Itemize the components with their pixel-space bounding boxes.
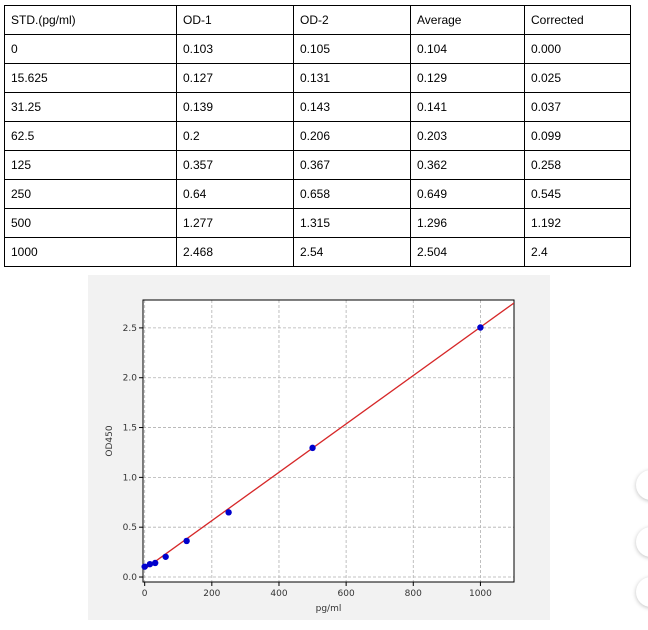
table-cell: 1.315 [293, 208, 411, 238]
y-tick-label: 2.5 [123, 324, 137, 334]
table-cell: 0.127 [176, 63, 294, 93]
table-header-cell: OD-1 [176, 5, 294, 35]
table-cell: 31.25 [4, 92, 177, 122]
table-cell: 1.277 [176, 208, 294, 238]
table-cell: 0.143 [293, 92, 411, 122]
fit-line [144, 302, 514, 570]
table-cell: 0.203 [410, 121, 525, 151]
data-point [162, 553, 169, 560]
table-cell: 0.206 [293, 121, 411, 151]
table-row: 500 1.277 1.315 1.296 1.192 [4, 208, 631, 238]
table-cell: 0.357 [176, 150, 294, 180]
x-axis-label: pg/ml [316, 604, 342, 614]
table-cell: 2.468 [176, 237, 294, 267]
table-row: 31.25 0.139 0.143 0.141 0.037 [4, 92, 631, 122]
table-cell: 250 [4, 179, 177, 209]
table-cell: 0.141 [410, 92, 525, 122]
data-point [309, 444, 316, 452]
table-cell: 0.2 [176, 121, 294, 151]
x-tick-label: 1000 [469, 589, 492, 599]
table-row: 1000 2.468 2.54 2.504 2.4 [4, 237, 631, 267]
table-cell: 0.103 [176, 34, 294, 64]
data-point [151, 559, 159, 567]
table-cell: 1000 [4, 237, 177, 267]
table-header-cell: Average [410, 5, 525, 35]
x-tick-label: 400 [270, 589, 287, 599]
standard-curve-chart: 0 200 400 600 800 1000 0.0 0.5 1.0 1.5 2.0 2.5 pg/ml… [88, 275, 550, 620]
plot-frame [142, 299, 515, 583]
table-cell: 0.104 [410, 34, 525, 64]
table-cell: 0.64 [176, 179, 294, 209]
y-tick-label: 2.0 [123, 374, 138, 384]
data-point [477, 324, 484, 331]
y-axis-label: OD450 [105, 425, 115, 456]
side-circle-button-3[interactable] [636, 577, 648, 607]
table-cell: 1.192 [524, 208, 631, 238]
table-row: 0 0.103 0.105 0.104 0.000 [4, 34, 631, 64]
y-tick-label: 1.5 [123, 424, 137, 434]
table-cell: 15.625 [4, 63, 177, 93]
x-tick-label: 200 [203, 589, 220, 599]
table-cell: 0.000 [524, 34, 631, 64]
data-point [146, 560, 154, 568]
table-cell: 0.129 [410, 63, 525, 93]
table-cell: 125 [4, 150, 177, 180]
y-tick-label: 1.0 [123, 473, 138, 483]
table-header-cell: OD-2 [293, 5, 411, 35]
table-cell: 0.258 [524, 150, 631, 180]
table-row: 125 0.357 0.367 0.362 0.258 [4, 150, 631, 180]
table-header-cell: Corrected [524, 5, 631, 35]
table-cell: 0.139 [176, 92, 294, 122]
table-cell: 2.504 [410, 237, 525, 267]
table-cell: 0.131 [293, 63, 411, 93]
table-header-cell: STD.(pg/ml) [4, 5, 177, 35]
table-cell: 0.367 [293, 150, 411, 180]
standard-curve-table: STD.(pg/ml) OD-1 OD-2 Average Corrected 0 0.10… [4, 5, 631, 267]
chart-svg: 0 200 400 600 800 1000 0.0 0.5 1.0 1.5 2.0 2.5 pg/ml… [105, 299, 515, 614]
table-cell: 0.649 [410, 179, 525, 209]
table-cell: 0.037 [524, 92, 631, 122]
y-tick-label: 0.0 [123, 573, 138, 583]
table-cell: 1.296 [410, 208, 525, 238]
table-row: 250 0.64 0.658 0.649 0.545 [4, 179, 631, 209]
x-tick-label: 600 [338, 589, 355, 599]
table-cell: 0.362 [410, 150, 525, 180]
x-tick-label: 800 [405, 589, 422, 599]
data-point [141, 563, 148, 570]
table-cell: 0.025 [524, 63, 631, 93]
table-cell: 62.5 [4, 121, 177, 151]
table-cell: 2.4 [524, 237, 631, 267]
table-cell: 2.54 [293, 237, 411, 267]
table-cell: 0.658 [293, 179, 411, 209]
table-cell: 0 [4, 34, 177, 64]
table-cell: 0.545 [524, 179, 631, 209]
table-cell: 0.105 [293, 34, 411, 64]
table-row: 15.625 0.127 0.131 0.129 0.025 [4, 63, 631, 93]
x-tick-label: 0 [142, 589, 148, 599]
table-row: 62.5 0.2 0.206 0.203 0.099 [4, 121, 631, 151]
side-circle-button-1[interactable] [636, 470, 648, 500]
table-cell: 0.099 [524, 121, 631, 151]
side-circle-button-2[interactable] [636, 527, 648, 557]
table-cell: 500 [4, 208, 177, 238]
data-point [225, 509, 232, 516]
table-header-row: STD.(pg/ml) OD-1 OD-2 Average Corrected [4, 5, 631, 35]
y-tick-label: 0.5 [123, 523, 137, 533]
data-point [183, 537, 190, 545]
